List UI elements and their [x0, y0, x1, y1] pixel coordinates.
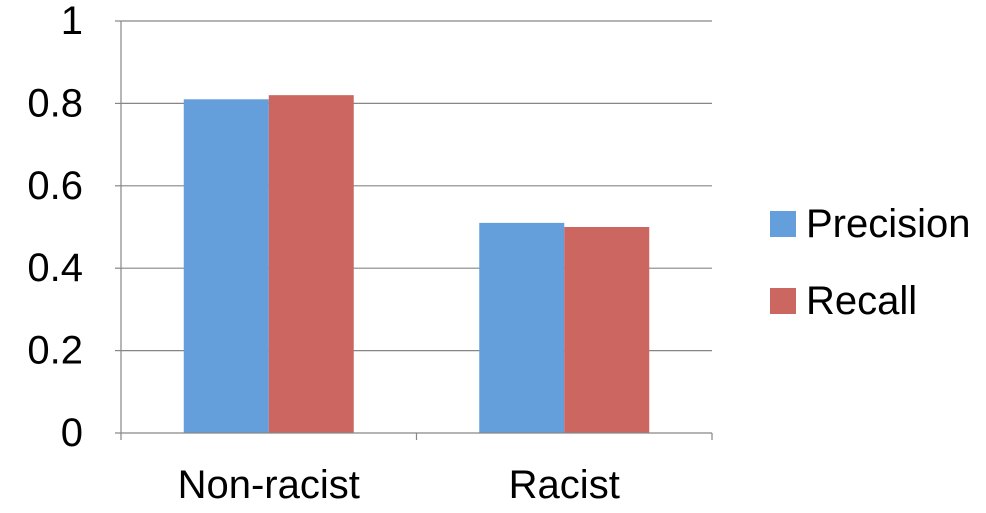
legend: Precision Recall: [770, 202, 971, 323]
x-tick-label: Non-racist: [178, 463, 360, 507]
legend-swatch-precision: [770, 211, 796, 237]
legend-swatch-recall: [770, 288, 796, 314]
y-tick-label: 0.8: [27, 81, 83, 125]
legend-label-recall: Recall: [806, 279, 917, 323]
bars: [183, 95, 650, 433]
legend-label-precision: Precision: [806, 202, 971, 246]
y-tick-label: 0.6: [27, 164, 83, 208]
bar-recall-racist: [564, 227, 650, 433]
y-tick-label: 0.2: [27, 329, 83, 373]
bar-precision-racist: [479, 222, 565, 433]
y-tick-label: 1: [61, 0, 83, 43]
y-tick-label: 0.4: [27, 246, 83, 290]
axes: [115, 20, 713, 440]
tick-labels: 0 0.2 0.4 0.6 0.8 1 Non-racist Racist: [27, 0, 619, 507]
bar-precision-non-racist: [183, 99, 269, 433]
bar-recall-non-racist: [268, 95, 354, 433]
x-tick-label: Racist: [509, 463, 620, 507]
y-tick-label: 0: [61, 411, 83, 455]
